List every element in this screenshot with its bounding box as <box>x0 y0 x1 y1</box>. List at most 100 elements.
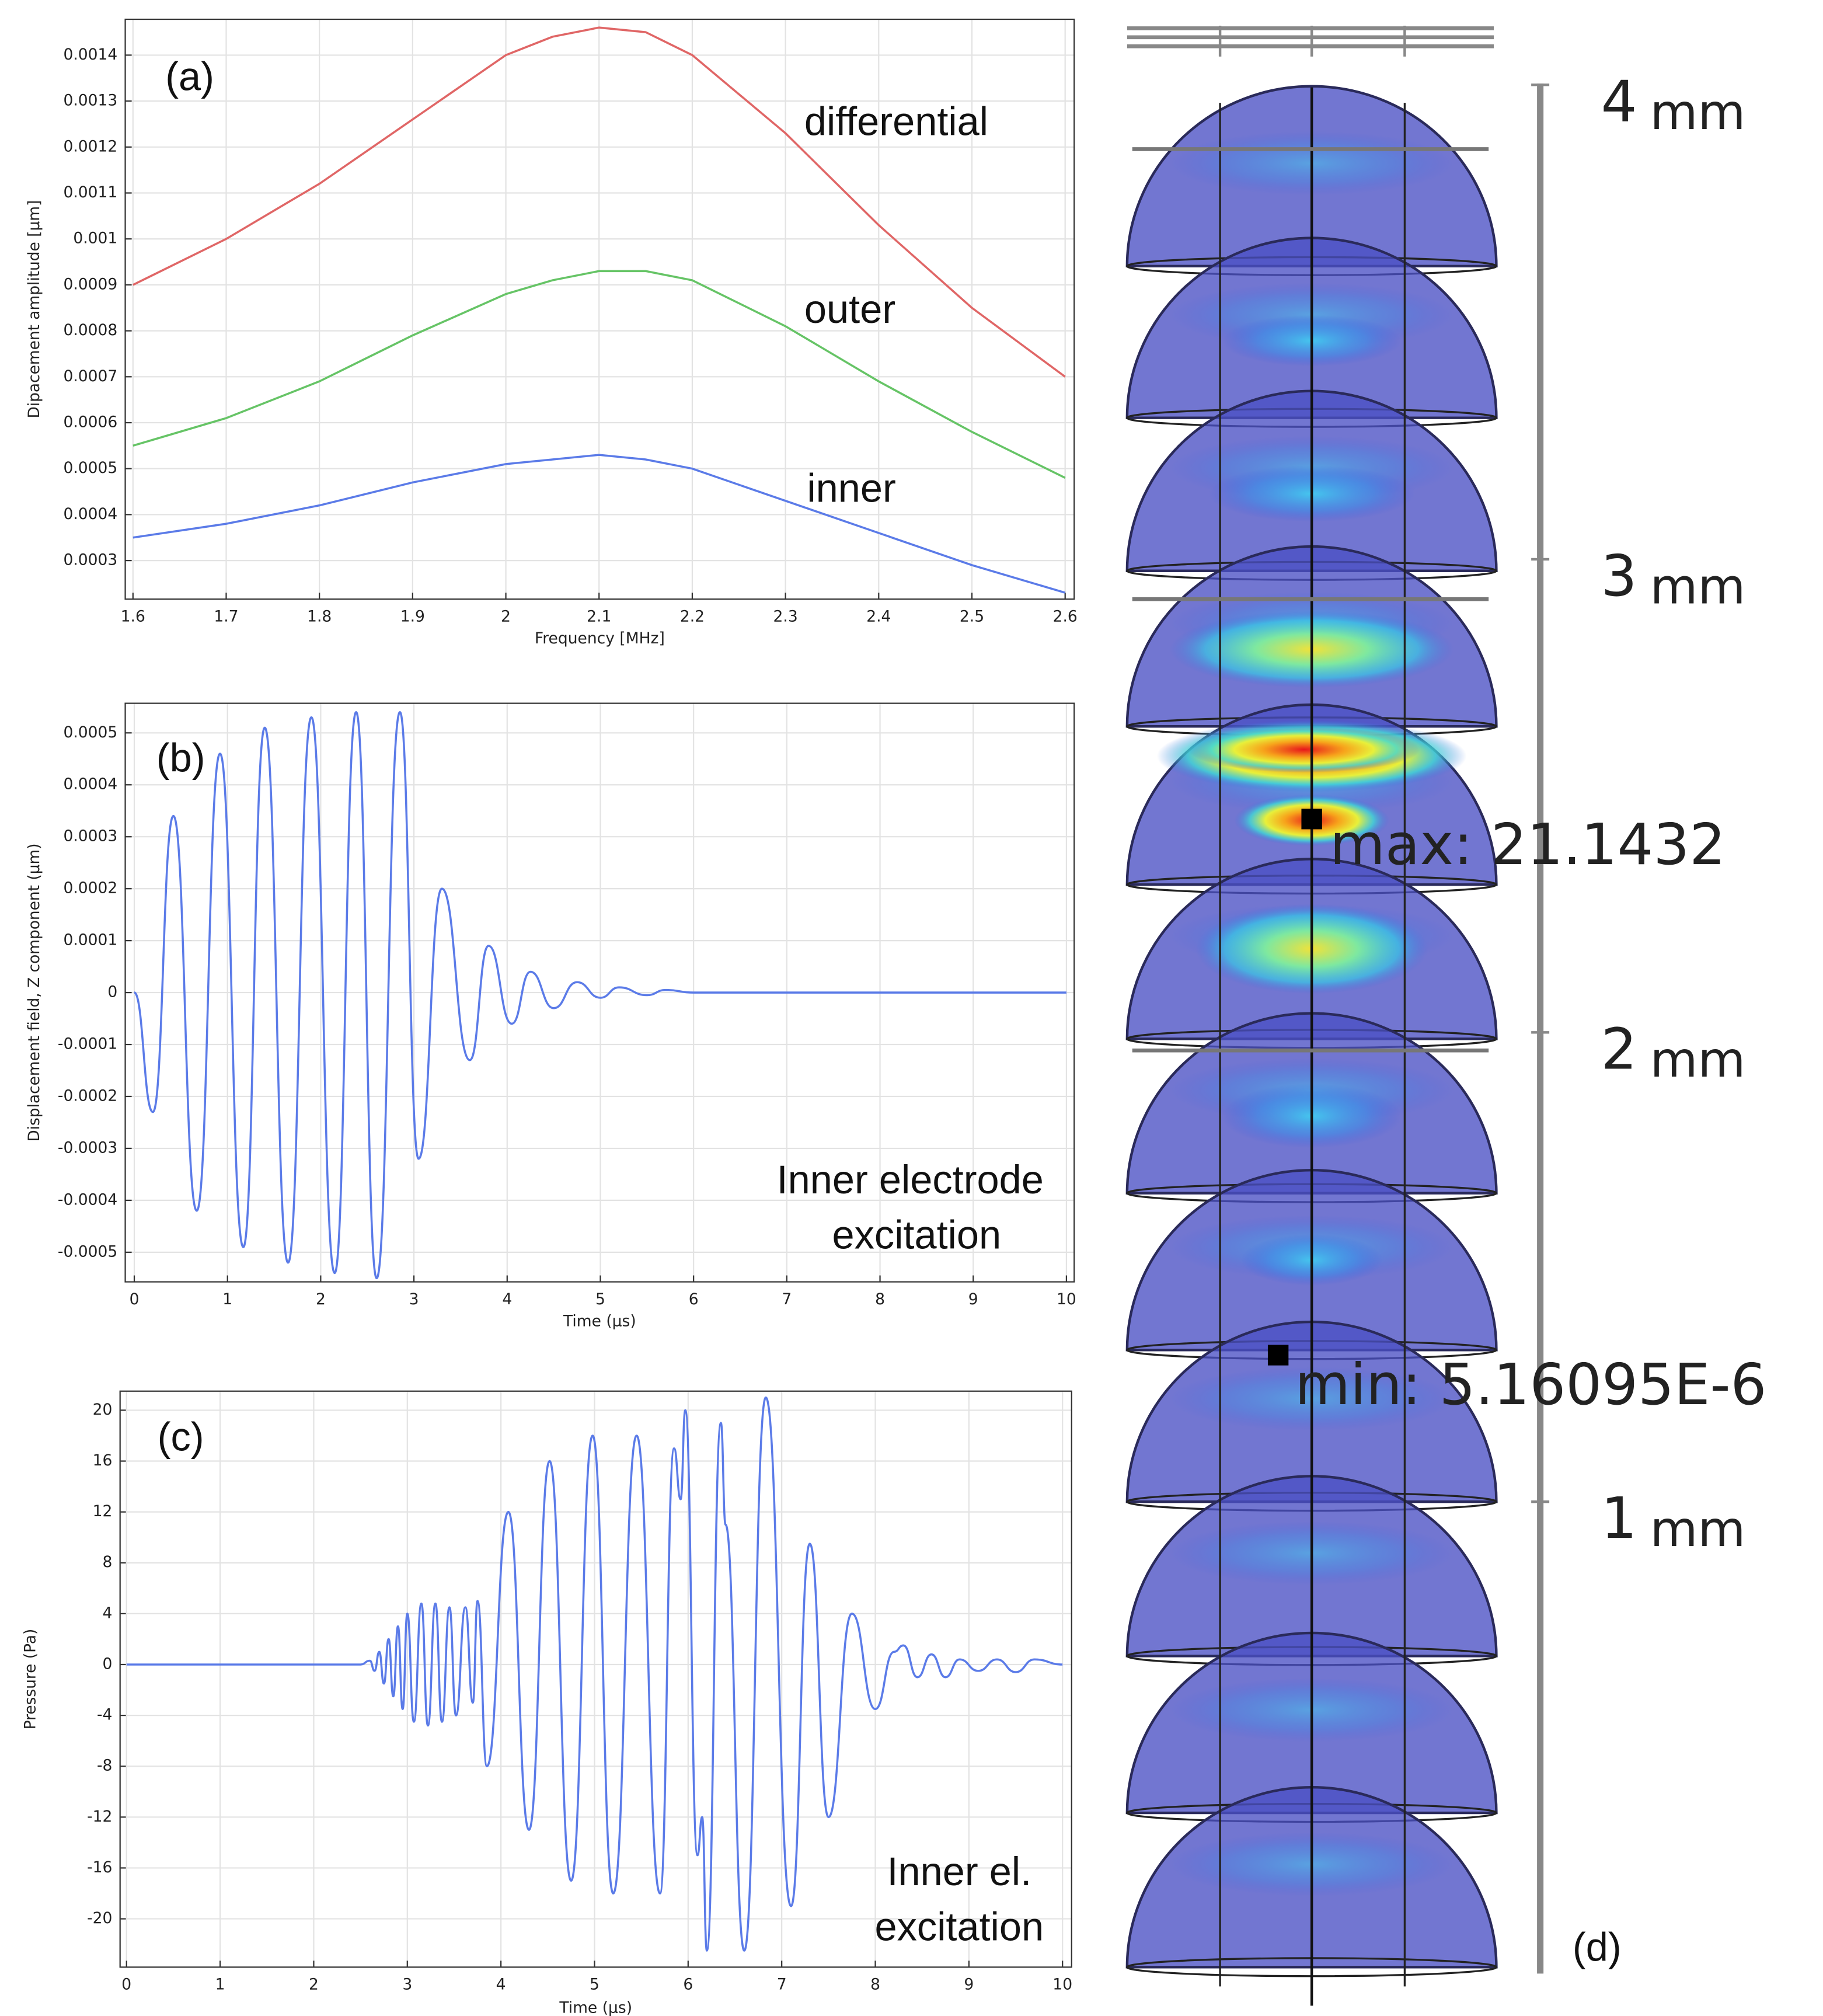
x-axis-label: Frequency [MHz] <box>535 629 665 647</box>
x-tick-label: 0 <box>130 1290 140 1308</box>
x-tick-label: 1.6 <box>121 608 145 626</box>
y-tick-label: 12 <box>93 1502 113 1520</box>
x-tick-label: 2.4 <box>866 608 891 626</box>
y-tick-label: 0.0004 <box>63 505 117 523</box>
y-tick-label: 0.0005 <box>63 723 117 741</box>
x-tick-label: 2.2 <box>680 608 705 626</box>
page: {"chart_data": [ {"type": "line", "title… <box>0 0 1823 2016</box>
y-tick-label: 0.0007 <box>63 367 117 385</box>
min-label: min: 5.16095E-6 <box>1295 1352 1766 1418</box>
legend-label: differential <box>804 100 988 144</box>
x-tick-label: 10 <box>1057 1290 1076 1308</box>
y-tick-label: -0.0002 <box>58 1087 117 1105</box>
x-tick-label: 2 <box>501 608 511 626</box>
x-tick-label: 5 <box>590 1976 599 1994</box>
y-tick-label: -0.0001 <box>58 1035 117 1053</box>
x-tick-label: 9 <box>968 1290 978 1308</box>
x-tick-label: 2.3 <box>773 608 798 626</box>
scale-number: 3 <box>1601 543 1637 609</box>
y-axis-label: Displacement field, Z component (µm) <box>25 843 43 1141</box>
figure: max: 21.1432min: 5.16095E-6(d)4mm3mm2mm1… <box>0 0 1823 2016</box>
x-tick-label: 1 <box>222 1290 232 1308</box>
panel-label: (a) <box>165 55 214 99</box>
y-tick-label: 0 <box>103 1655 113 1673</box>
x-tick-label: 6 <box>689 1290 699 1308</box>
min-marker <box>1268 1345 1288 1365</box>
y-axis-label: Pressure (Pa) <box>22 1629 40 1730</box>
x-tick-label: 1.9 <box>400 608 425 626</box>
scale-number: 1 <box>1601 1485 1637 1551</box>
y-tick-label: -0.0005 <box>58 1242 117 1261</box>
scale-unit: mm <box>1650 83 1746 141</box>
annotation: excitation <box>832 1213 1002 1258</box>
y-tick-label: 20 <box>93 1401 113 1419</box>
y-tick-label: 0 <box>107 983 117 1001</box>
y-tick-label: 0.0002 <box>63 879 117 897</box>
y-tick-label: 0.001 <box>73 229 117 248</box>
y-tick-label: 0.0003 <box>63 551 117 569</box>
legend-label: inner <box>807 466 895 510</box>
y-tick-label: -4 <box>97 1706 112 1724</box>
scale-number: 4 <box>1601 69 1637 135</box>
y-tick-label: -20 <box>87 1909 112 1927</box>
y-tick-label: -16 <box>87 1858 112 1876</box>
y-tick-label: 0.0008 <box>63 321 117 339</box>
x-tick-label: 8 <box>870 1976 880 1994</box>
scale-unit: mm <box>1650 558 1746 615</box>
y-tick-label: -8 <box>97 1757 112 1775</box>
annotation: excitation <box>875 1905 1044 1949</box>
y-tick-label: -0.0003 <box>58 1138 117 1157</box>
x-tick-label: 2 <box>309 1976 319 1994</box>
y-tick-label: 8 <box>103 1553 113 1571</box>
y-tick-label: 0.0014 <box>63 46 117 64</box>
scale-unit: mm <box>1650 1031 1746 1088</box>
x-tick-label: 2.5 <box>960 608 984 626</box>
y-tick-label: 16 <box>93 1451 113 1470</box>
x-tick-label: 3 <box>409 1290 419 1308</box>
y-tick-label: -12 <box>87 1808 112 1826</box>
x-tick-label: 2.6 <box>1053 608 1078 626</box>
x-tick-label: 1 <box>215 1976 225 1994</box>
scale-unit: mm <box>1650 1500 1746 1558</box>
legend-label: outer <box>804 287 895 332</box>
scale-number: 2 <box>1601 1016 1637 1082</box>
y-tick-label: 0.0005 <box>63 459 117 477</box>
y-tick-label: 4 <box>103 1604 113 1622</box>
y-tick-label: 0.0012 <box>63 137 117 155</box>
annotation: Inner el. <box>887 1850 1031 1894</box>
x-tick-label: 5 <box>595 1290 605 1308</box>
x-tick-label: 1.8 <box>307 608 332 626</box>
x-axis-label: Time (µs) <box>563 1312 636 1330</box>
x-tick-label: 2.1 <box>587 608 611 626</box>
x-tick-label: 2 <box>316 1290 326 1308</box>
panel-label: (d) <box>1573 1926 1622 1970</box>
x-tick-label: 4 <box>496 1976 506 1994</box>
x-tick-label: 1.7 <box>214 608 238 626</box>
x-tick-label: 3 <box>402 1976 412 1994</box>
y-tick-label: 0.0009 <box>63 275 117 293</box>
annotation: Inner electrode <box>777 1158 1044 1202</box>
y-tick-label: -0.0004 <box>58 1190 117 1209</box>
y-axis-label: Dipacement amplitude [µm] <box>25 200 43 419</box>
x-tick-label: 6 <box>683 1976 693 1994</box>
x-tick-label: 7 <box>777 1976 787 1994</box>
panel-label: (b) <box>156 736 205 781</box>
x-tick-label: 8 <box>875 1290 885 1308</box>
y-tick-label: 0.0006 <box>63 413 117 431</box>
max-label: max: 21.1432 <box>1330 812 1726 878</box>
x-tick-label: 7 <box>782 1290 792 1308</box>
x-axis-label: Time (µs) <box>559 1998 632 2016</box>
x-tick-label: 10 <box>1052 1976 1072 1994</box>
panel-label: (c) <box>158 1415 204 1460</box>
y-tick-label: 0.0013 <box>63 92 117 110</box>
y-tick-label: 0.0001 <box>63 931 117 949</box>
y-tick-label: 0.0004 <box>63 775 117 793</box>
y-tick-label: 0.0011 <box>63 183 117 201</box>
max-marker <box>1301 809 1322 829</box>
x-tick-label: 4 <box>502 1290 512 1308</box>
x-tick-label: 9 <box>964 1976 974 1994</box>
x-tick-label: 0 <box>121 1976 131 1994</box>
field-spot <box>1188 726 1420 772</box>
y-tick-label: 0.0003 <box>63 827 117 845</box>
